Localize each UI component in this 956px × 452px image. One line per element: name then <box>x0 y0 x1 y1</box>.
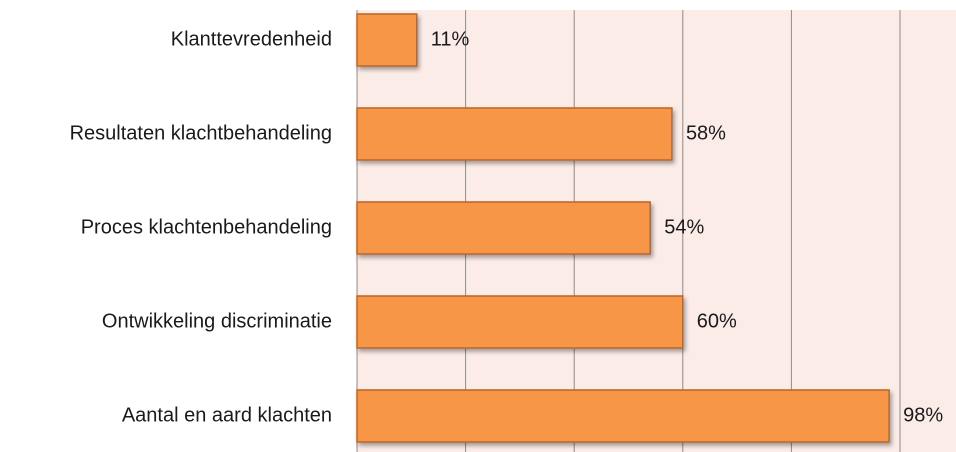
category-label: Klanttevredenheid <box>171 28 332 50</box>
bar <box>356 107 673 161</box>
value-label: 11% <box>431 28 470 50</box>
value-label: 58% <box>686 122 726 144</box>
category-label: Aantal en aard klachten <box>122 404 332 426</box>
value-label: 60% <box>697 310 737 332</box>
bar <box>356 201 651 255</box>
value-label: 98% <box>903 404 943 426</box>
value-label: 54% <box>664 216 704 238</box>
bar <box>356 13 418 67</box>
category-label: Ontwikkeling discriminatie <box>102 310 332 332</box>
category-label: Proces klachtenbehandeling <box>81 216 332 238</box>
bar <box>356 389 890 443</box>
bar <box>356 295 684 349</box>
category-label: Resultaten klachtbehandeling <box>70 122 332 144</box>
